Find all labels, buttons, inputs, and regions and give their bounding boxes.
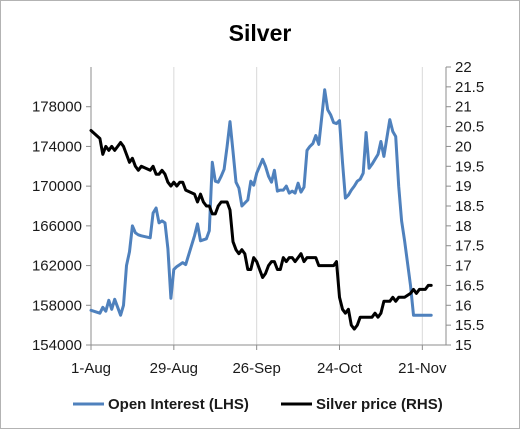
series-line-open-interest — [89, 88, 433, 317]
right-tick-label: 15.5 — [455, 317, 484, 334]
left-tick-label: 174000 — [32, 138, 82, 155]
right-tick-label: 20 — [455, 138, 472, 155]
right-tick-label: 18 — [455, 218, 472, 235]
series-lines — [89, 88, 433, 331]
left-axis-ticks: 154000 158000 162000 166000 170000 174000 1780… — [32, 99, 91, 354]
x-tick-label: 21-Nov — [398, 360, 447, 377]
right-tick-label: 16.5 — [455, 277, 484, 294]
right-tick-label: 21.5 — [455, 79, 484, 96]
right-tick-label: 19.5 — [455, 158, 484, 175]
left-tick-label: 178000 — [32, 99, 82, 116]
series-line-silver-price — [89, 129, 433, 331]
x-tick-label: 24-Oct — [317, 360, 363, 377]
legend-label-open-interest: Open Interest (LHS) — [108, 396, 249, 413]
right-tick-label: 17.5 — [455, 238, 484, 255]
left-tick-label: 166000 — [32, 218, 82, 235]
right-tick-label: 17 — [455, 258, 472, 275]
right-tick-label: 20.5 — [455, 119, 484, 136]
x-axis-ticks: 1-Aug 29-Aug 26-Sep 24-Oct 21-Nov — [71, 345, 447, 377]
left-tick-label: 170000 — [32, 178, 82, 195]
right-tick-label: 15 — [455, 337, 472, 354]
x-tick-label: 1-Aug — [71, 360, 111, 377]
right-axis-ticks: 15 15.5 16 16.5 17 17.5 18 18.5 19 19.5 20 20.5 21 21… — [446, 59, 484, 354]
x-tick-label: 26-Sep — [232, 360, 280, 377]
right-tick-label: 19 — [455, 178, 472, 195]
axes — [90, 67, 447, 346]
right-tick-label: 16 — [455, 297, 472, 314]
left-tick-label: 162000 — [32, 258, 82, 275]
legend: Open Interest (LHS) Silver price (RHS) — [73, 396, 443, 413]
left-tick-label: 158000 — [32, 297, 82, 314]
x-tick-label: 29-Aug — [150, 360, 198, 377]
gridlines — [173, 67, 423, 345]
legend-label-silver-price: Silver price (RHS) — [316, 396, 443, 413]
chart-title: Silver — [229, 20, 292, 46]
right-tick-label: 22 — [455, 59, 472, 76]
right-tick-label: 18.5 — [455, 198, 484, 215]
left-tick-label: 154000 — [32, 337, 82, 354]
right-tick-label: 21 — [455, 99, 472, 116]
